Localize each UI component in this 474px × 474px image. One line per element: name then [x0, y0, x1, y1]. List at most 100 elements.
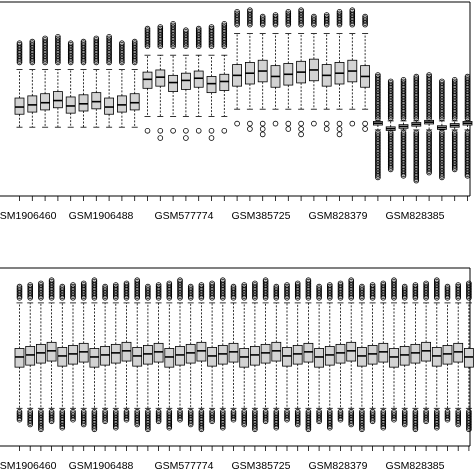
- outlier-point: [451, 163, 458, 170]
- iqr-box: [219, 73, 230, 91]
- outlier-point: [433, 280, 440, 287]
- outlier-point: [391, 278, 397, 285]
- outlier-point: [183, 135, 189, 141]
- box-top-9: [117, 40, 127, 128]
- outlier-point: [273, 286, 280, 293]
- box-top-26: [334, 8, 345, 138]
- outlier-point: [113, 282, 119, 288]
- iqr-box: [25, 346, 36, 366]
- top-tick-label-1: GSM1906460: [0, 210, 57, 222]
- outlier-point: [106, 33, 112, 40]
- box-bottom-1: [14, 283, 25, 423]
- outlier-point: [134, 421, 141, 428]
- outlier-point: [294, 420, 301, 426]
- outlier-point: [464, 173, 471, 179]
- outlier-point: [262, 418, 269, 425]
- box-bottom-2: [25, 282, 36, 428]
- iqr-box: [324, 346, 335, 366]
- outlier-point: [55, 35, 61, 42]
- outlier-point: [123, 280, 130, 287]
- outlier-point: [144, 28, 151, 35]
- outlier-point: [183, 128, 189, 134]
- outlier-point: [284, 413, 290, 420]
- box-top-36: [462, 73, 473, 179]
- outlier-point: [423, 280, 429, 287]
- box-bottom-35: [378, 280, 389, 431]
- outlier-point: [123, 416, 130, 423]
- iqr-box: [57, 347, 68, 367]
- outlier-point: [362, 15, 368, 22]
- iqr-box: [117, 95, 127, 113]
- outlier-point: [166, 424, 173, 431]
- outlier-point: [294, 418, 301, 425]
- outlier-point: [423, 415, 429, 421]
- outlier-point: [221, 20, 228, 27]
- outlier-point: [195, 27, 202, 34]
- box-top-12: [155, 24, 166, 141]
- outlier-point: [131, 41, 138, 48]
- outlier-point: [273, 423, 280, 429]
- box-top-6: [78, 38, 89, 128]
- box-top-22: [283, 8, 294, 132]
- outlier-point: [305, 426, 312, 433]
- box-bottom-28: [303, 277, 314, 433]
- outlier-point: [155, 416, 162, 423]
- outlier-point: [48, 415, 55, 421]
- outlier-point: [166, 280, 173, 287]
- outlier-point: [252, 283, 258, 290]
- outlier-point: [259, 16, 266, 23]
- outlier-point: [311, 120, 317, 127]
- outlier-point: [311, 15, 317, 22]
- box-bottom-19: [207, 280, 218, 425]
- outlier-point: [259, 126, 266, 132]
- outlier-point: [311, 16, 317, 23]
- outlier-point: [134, 420, 141, 426]
- box-bottom-15: [164, 280, 175, 431]
- outlier-point: [439, 80, 445, 86]
- outlier-point: [113, 421, 119, 428]
- outlier-point: [145, 283, 151, 290]
- outlier-point: [247, 126, 253, 132]
- outlier-point: [305, 277, 312, 284]
- outlier-point: [451, 165, 458, 171]
- outlier-point: [241, 282, 248, 288]
- outlier-point: [16, 285, 23, 292]
- outlier-point: [16, 283, 23, 290]
- outlier-point: [187, 421, 194, 428]
- iqr-box: [46, 341, 57, 362]
- outlier-point: [426, 166, 432, 173]
- outlier-point: [401, 283, 408, 290]
- outlier-point: [247, 10, 253, 17]
- outlier-point: [423, 418, 429, 425]
- outlier-point: [252, 282, 258, 288]
- outlier-point: [349, 8, 356, 15]
- box-bottom-41: [442, 283, 453, 423]
- outlier-point: [455, 418, 462, 425]
- outlier-point: [305, 423, 312, 429]
- iqr-box: [463, 348, 474, 368]
- outlier-point: [401, 420, 408, 426]
- outlier-point: [195, 128, 202, 134]
- outlier-point: [305, 424, 312, 431]
- outlier-point: [29, 41, 36, 48]
- outlier-point: [177, 277, 183, 284]
- iqr-box: [271, 341, 282, 362]
- outlier-point: [400, 80, 407, 86]
- outlier-point: [145, 423, 151, 429]
- bottom-tick-label-4: GSM385725: [232, 460, 291, 472]
- outlier-point: [359, 286, 365, 293]
- outlier-point: [113, 285, 119, 292]
- outlier-point: [80, 41, 87, 48]
- outlier-point: [247, 120, 253, 127]
- outlier-point: [93, 37, 100, 43]
- box-bottom-20: [217, 277, 228, 431]
- outlier-point: [323, 120, 330, 127]
- outlier-point: [311, 13, 317, 20]
- iqr-box: [153, 342, 164, 363]
- outlier-point: [29, 38, 36, 45]
- outlier-point: [451, 78, 458, 85]
- outlier-point: [155, 282, 162, 288]
- outlier-point: [272, 15, 279, 22]
- iqr-box: [121, 341, 132, 362]
- box-bottom-16: [175, 277, 185, 423]
